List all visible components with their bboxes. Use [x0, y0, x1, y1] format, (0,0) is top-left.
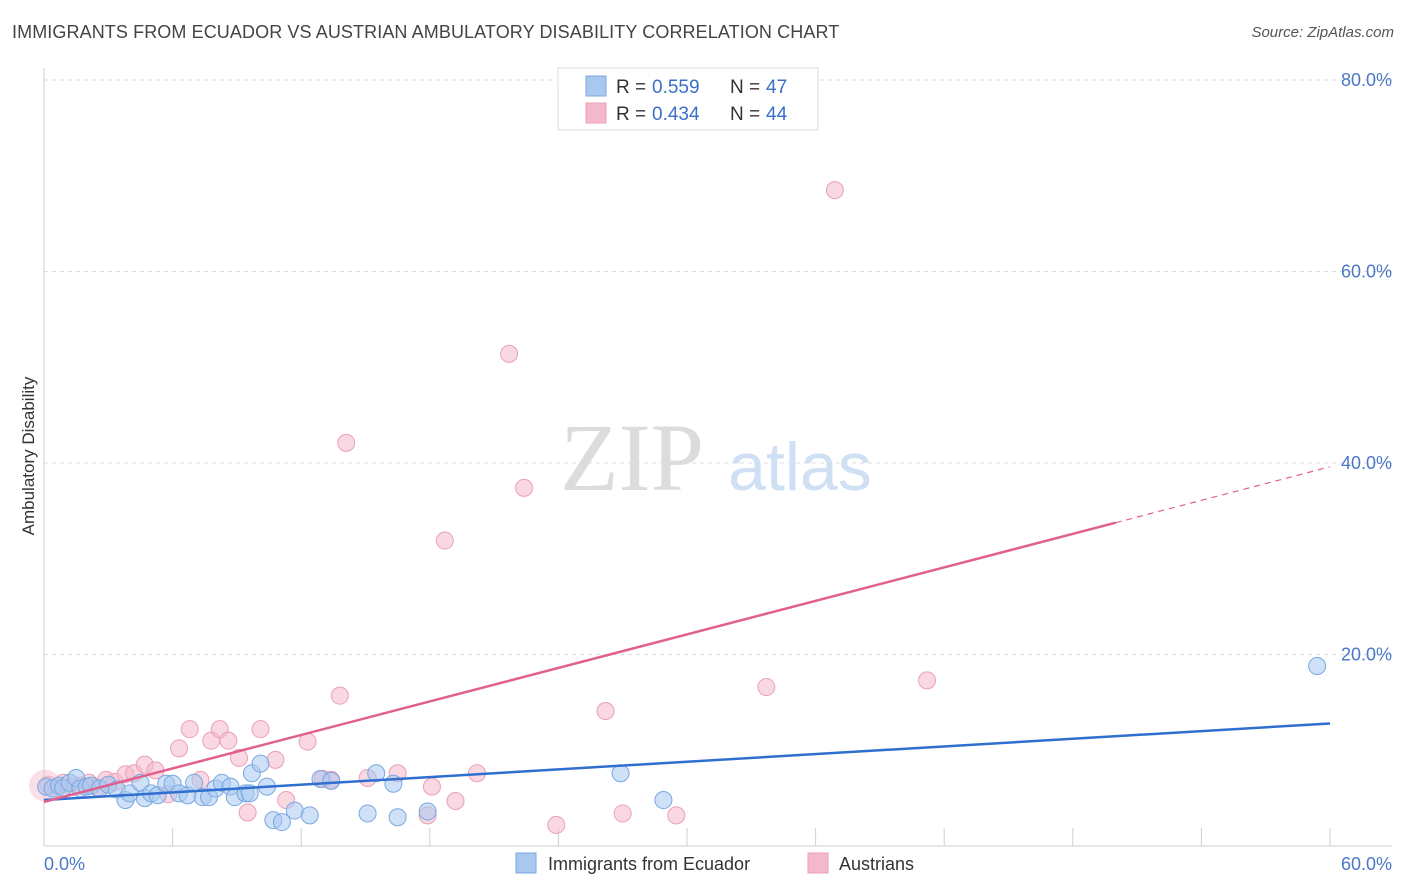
data-point [337, 433, 356, 452]
x-ticks [43, 828, 1331, 846]
y-tick-label: 20.0% [1341, 645, 1392, 665]
series-legend: Immigrants from Ecuador Austrians [515, 852, 914, 874]
data-point [667, 806, 686, 825]
legend-n-value-pink: 44 [766, 104, 788, 125]
legend-r-value-pink: 0.434 [652, 104, 700, 125]
y-tick-label: 60.0% [1341, 262, 1392, 282]
data-point [266, 750, 285, 769]
x-tick-label-max: 60.0% [1341, 854, 1392, 874]
data-point [219, 731, 238, 750]
data-point [596, 701, 615, 720]
data-point [300, 806, 319, 825]
data-point [825, 181, 844, 200]
data-point [500, 344, 519, 363]
data-point [422, 777, 441, 796]
data-point [388, 808, 407, 827]
legend-n-label-pink: N = [730, 104, 760, 125]
gridlines [44, 79, 1392, 655]
data-point [757, 678, 776, 697]
data-point [435, 531, 454, 550]
series-legend-swatch-austrians [807, 852, 829, 874]
data-point [654, 791, 673, 810]
data-point [918, 671, 937, 690]
data-point [285, 801, 304, 820]
chart-title: IMMIGRANTS FROM ECUADOR VS AUSTRIAN AMBU… [12, 22, 840, 42]
data-point [330, 686, 349, 705]
y-tick-label: 80.0% [1341, 70, 1392, 90]
trend-line-austrians-extension [1115, 466, 1331, 524]
data-point [322, 771, 341, 790]
legend-swatch-pink [585, 102, 607, 124]
data-point [230, 748, 249, 767]
data-point [251, 720, 270, 739]
legend-r-label-blue: R = [616, 77, 646, 98]
stats-legend: R = 0.559 N = 47 R = 0.434 N = 44 [557, 67, 819, 131]
series-legend-label-ecuador: Immigrants from Ecuador [548, 854, 750, 874]
legend-r-value-blue: 0.559 [652, 77, 700, 98]
y-tick-label: 40.0% [1341, 453, 1392, 473]
data-point [446, 791, 465, 810]
y-tick-labels: 20.0% 40.0% 60.0% 80.0% [1341, 70, 1392, 665]
data-point [515, 478, 534, 497]
series-legend-label-austrians: Austrians [839, 854, 914, 874]
y-axis-label: Ambulatory Disability [19, 376, 38, 535]
data-point [1308, 656, 1327, 675]
data-point [367, 764, 386, 783]
data-point [170, 739, 189, 758]
data-point [418, 802, 437, 821]
data-point [238, 803, 257, 822]
austrians-points [29, 181, 937, 834]
data-point [358, 804, 377, 823]
trend-line-ecuador [43, 722, 1331, 802]
legend-r-label-pink: R = [616, 104, 646, 125]
data-point [180, 720, 199, 739]
watermark-atlas: atlas [728, 429, 872, 505]
watermark-zip: ZIP [560, 404, 704, 511]
trend-line-austrians [43, 521, 1116, 804]
trend-lines [43, 466, 1331, 804]
legend-swatch-blue [585, 75, 607, 97]
data-point [613, 804, 632, 823]
legend-n-label-blue: N = [730, 77, 760, 98]
series-legend-swatch-ecuador [515, 852, 537, 874]
source-label: Source: ZipAtlas.com [1251, 24, 1394, 41]
watermark: ZIP atlas [560, 404, 872, 511]
x-tick-label-min: 0.0% [44, 854, 85, 874]
data-point [547, 815, 566, 834]
data-point [251, 754, 270, 773]
legend-n-value-blue: 47 [766, 77, 787, 98]
data-point [272, 813, 291, 832]
